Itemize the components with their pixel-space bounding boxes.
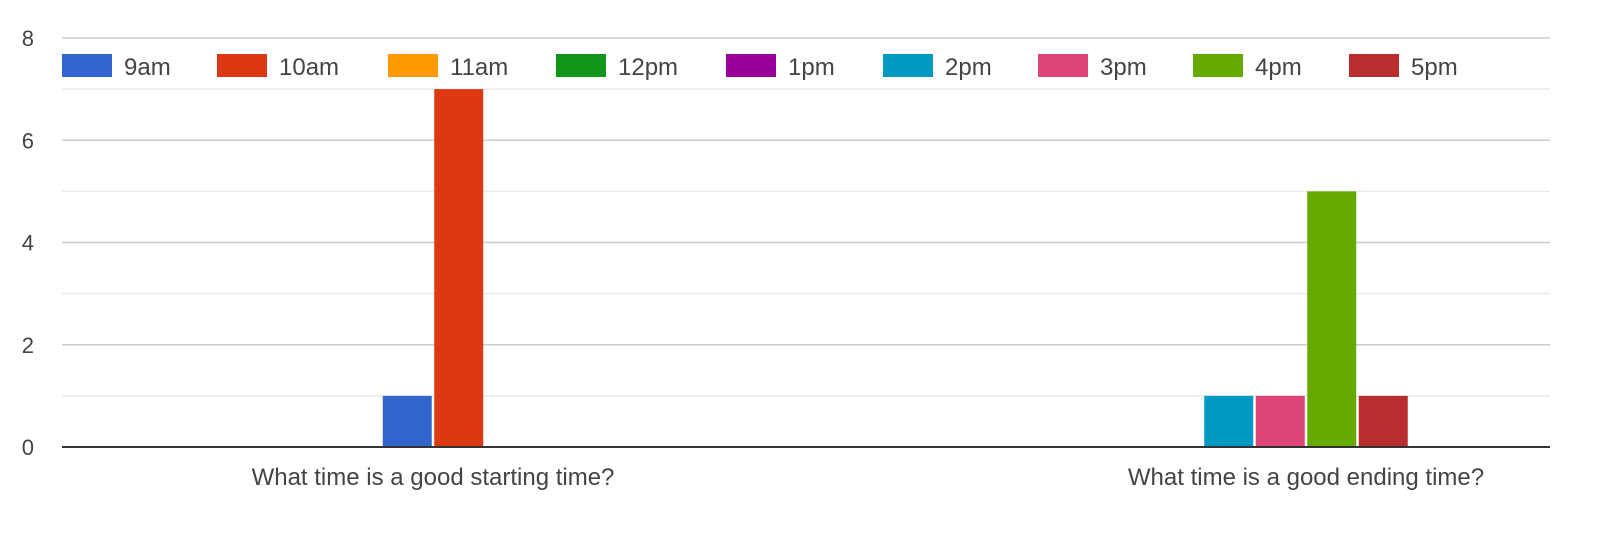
legend-swatch xyxy=(1038,54,1088,77)
legend: 9am 10am 11am 12pm 1pm 2pm 3pm 4pm 5pm xyxy=(62,54,1458,81)
grid-layer xyxy=(62,37,1550,397)
y-axis-ticks: 0 2 4 6 8 xyxy=(22,26,34,460)
legend-label: 2pm xyxy=(945,54,992,81)
legend-swatch xyxy=(388,54,438,77)
bar-4pm-1[interactable] xyxy=(1307,191,1357,447)
bar-5pm-1[interactable] xyxy=(1358,395,1408,447)
y-tick-label: 8 xyxy=(22,26,34,51)
legend-label: 1pm xyxy=(788,54,835,81)
legend-item-11am[interactable]: 11am xyxy=(388,54,508,81)
legend-label: 10am xyxy=(279,54,339,81)
legend-item-3pm[interactable]: 3pm xyxy=(1038,54,1147,81)
legend-item-10am[interactable]: 10am xyxy=(217,54,339,81)
legend-swatch xyxy=(217,54,267,77)
legend-item-2pm[interactable]: 2pm xyxy=(883,54,992,81)
legend-label: 4pm xyxy=(1255,54,1302,81)
legend-swatch xyxy=(62,54,112,77)
y-tick-label: 0 xyxy=(22,435,34,460)
legend-item-12pm[interactable]: 12pm xyxy=(556,54,678,81)
legend-label: 12pm xyxy=(618,54,678,81)
bar-9am-0[interactable] xyxy=(382,395,432,447)
x-axis-categories: What time is a good starting time? What t… xyxy=(252,464,1485,491)
y-tick-label: 2 xyxy=(22,333,34,358)
legend-item-4pm[interactable]: 4pm xyxy=(1193,54,1302,81)
legend-label: 5pm xyxy=(1411,54,1458,81)
bars xyxy=(382,89,1408,447)
legend-item-5pm[interactable]: 5pm xyxy=(1349,54,1458,81)
legend-label: 11am xyxy=(450,54,508,81)
bar-3pm-1[interactable] xyxy=(1255,395,1305,447)
category-label: What time is a good starting time? xyxy=(252,464,615,491)
legend-swatch xyxy=(883,54,933,77)
legend-item-1pm[interactable]: 1pm xyxy=(726,54,835,81)
legend-label: 3pm xyxy=(1100,54,1147,81)
legend-item-9am[interactable]: 9am xyxy=(62,54,171,81)
y-tick-label: 4 xyxy=(22,231,34,256)
bar-2pm-1[interactable] xyxy=(1204,395,1254,447)
legend-swatch xyxy=(1349,54,1399,77)
legend-swatch xyxy=(1193,54,1243,77)
legend-swatch xyxy=(726,54,776,77)
y-tick-label: 6 xyxy=(22,128,34,153)
category-label: What time is a good ending time? xyxy=(1128,464,1484,491)
legend-swatch xyxy=(556,54,606,77)
bar-10am-0[interactable] xyxy=(434,89,484,447)
legend-label: 9am xyxy=(124,54,171,81)
